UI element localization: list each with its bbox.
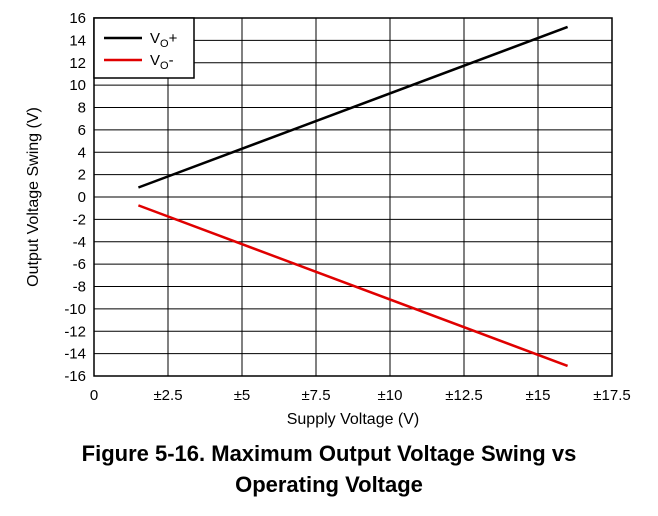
x-tick-label: ±2.5: [153, 387, 182, 404]
x-tick-label: ±5: [234, 387, 251, 404]
y-axis-label: Output Voltage Swing (V): [25, 107, 42, 287]
y-tick-label: 6: [78, 122, 86, 139]
y-tick-label: -12: [64, 323, 86, 340]
y-tick-label: -16: [64, 368, 86, 385]
y-tick-label: -6: [73, 256, 86, 273]
y-tick-label: -4: [73, 234, 86, 251]
legend: VO+VO-: [93, 17, 195, 79]
y-tick-label: 14: [69, 32, 86, 49]
y-axis-ticks: 16 14 12 10 8 6 4 2 0 -2 -4 -6 -8 -10 -12 -14 -16: [64, 10, 86, 385]
plot-frame: [93, 17, 613, 377]
chart: 16 14 12 10 8 6 4 2 0 -2 -4 -6 -8 -10 -12 -14 -16 0 ±2.5 ±…: [25, 10, 631, 428]
y-tick-label: -10: [64, 301, 86, 318]
x-tick-label: ±17.5: [593, 387, 630, 404]
legend-label-vo-plus: VO+: [150, 30, 178, 50]
y-tick-label: 8: [78, 100, 86, 117]
series-layer: [137, 25, 569, 368]
figure-caption: Figure 5-16. Maximum Output Voltage Swin…: [0, 438, 658, 500]
x-tick-label: ±10: [378, 387, 403, 404]
legend-label-vo-minus: VO-: [150, 52, 174, 72]
y-tick-label: 16: [69, 10, 86, 27]
y-tick-label: 12: [69, 55, 86, 72]
caption-line-1: Figure 5-16. Maximum Output Voltage Swin…: [81, 441, 577, 466]
legend-box: [93, 17, 195, 79]
y-tick-label: -14: [64, 346, 86, 363]
y-tick-label: 4: [78, 144, 86, 161]
x-tick-label: 0: [90, 387, 98, 404]
x-tick-label: ±7.5: [301, 387, 330, 404]
y-tick-label: 0: [78, 189, 86, 206]
series-line-vo-plus: [137, 25, 569, 189]
series-line-vo-minus: [137, 204, 569, 368]
y-tick-label: -8: [73, 279, 86, 296]
y-tick-label: 2: [78, 167, 86, 184]
caption-line-2: Operating Voltage: [235, 472, 423, 497]
x-axis-label: Supply Voltage (V): [287, 411, 420, 428]
x-axis-ticks: 0 ±2.5 ±5 ±7.5 ±10 ±12.5 ±15 ±17.5: [90, 387, 631, 404]
x-tick-label: ±12.5: [445, 387, 482, 404]
x-tick-label: ±15: [526, 387, 551, 404]
y-tick-label: -2: [73, 211, 86, 228]
y-tick-label: 10: [69, 77, 86, 94]
